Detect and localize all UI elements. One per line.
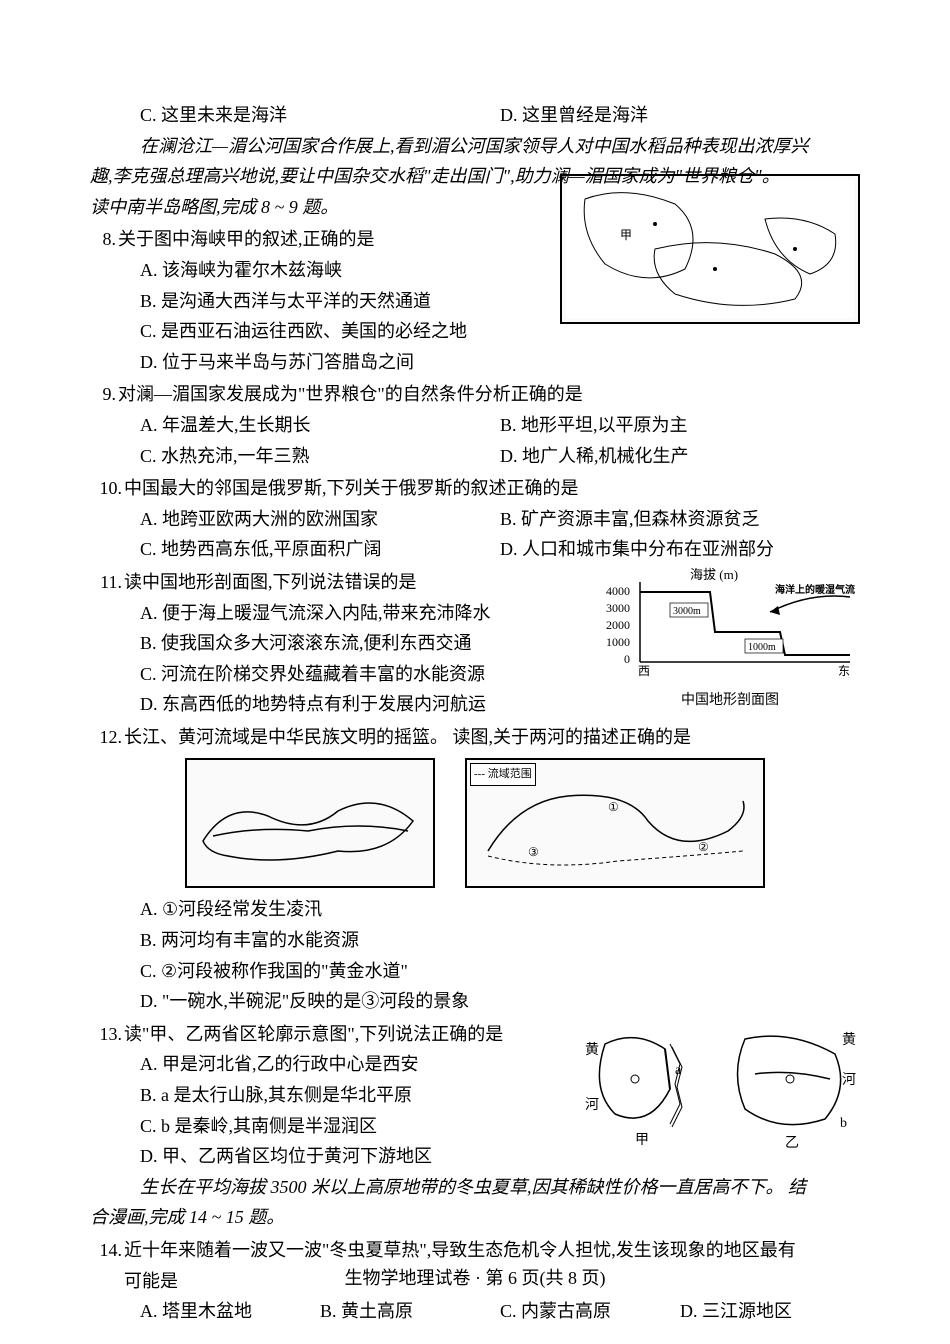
svg-text:1000: 1000 (606, 635, 630, 649)
svg-text:1000m: 1000m (748, 642, 776, 653)
figure-yellow-river: --- 流域范围 ① ② ③ (465, 758, 765, 888)
provinces-svg: 黄 河 a 甲 黄 河 b 乙 (580, 1019, 860, 1149)
svg-text:③: ③ (528, 845, 539, 859)
svg-text:东: 东 (838, 664, 850, 677)
q8-opt-d: D. 位于马来半岛与苏门答腊岛之间 (90, 347, 860, 378)
q9-num: 9. (90, 379, 118, 410)
question-12: 12. 长江、黄河流域是中华民族文明的摇篮。 读图,关于两河的描述正确的是 (90, 722, 860, 753)
figure-yangtze (185, 758, 435, 888)
page-footer: 生物学地理试卷 · 第 6 页(共 8 页) (0, 1263, 950, 1294)
figure-provinces: 黄 河 a 甲 黄 河 b 乙 (580, 1019, 860, 1149)
q8-stem: 关于图中海峡甲的叙述,正确的是 (118, 224, 552, 255)
q9-opt-b: B. 地形平坦,以平原为主 (500, 410, 860, 441)
svg-text:4000: 4000 (606, 584, 630, 598)
q10-opt-d: D. 人口和城市集中分布在亚洲部分 (500, 534, 860, 565)
passage-1-line-2: 趣,李克强总理高兴地说,要让中国杂交水稻"走出国门",助力澜—湄国家成为"世界粮… (90, 161, 860, 192)
q12-stem: 长江、黄河流域是中华民族文明的摇篮。 读图,关于两河的描述正确的是 (124, 722, 860, 753)
svg-text:0: 0 (624, 652, 630, 666)
passage-1: 在澜沧江—湄公河国家合作展上,看到湄公河国家领导人对中国水稻品种表现出浓厚兴 (90, 131, 860, 162)
q12-num: 12. (90, 722, 124, 753)
svg-text:3000m: 3000m (673, 606, 701, 617)
q12-figures: --- 流域范围 ① ② ③ (90, 758, 860, 888)
q12-opt-d: D. "一碗水,半碗泥"反映的是③河段的景象 (90, 986, 860, 1017)
q10-opt-a: A. 地跨亚欧两大洲的欧洲国家 (140, 504, 500, 535)
q-prev-opt-c: C. 这里未来是海洋 (140, 100, 500, 131)
q10-num: 10. (90, 473, 124, 504)
q11-num: 11. (90, 567, 124, 598)
svg-text:②: ② (698, 840, 709, 854)
q9-opt-d: D. 地广人稀,机械化生产 (500, 441, 860, 472)
q8-num: 8. (90, 224, 118, 255)
yangtze-svg (188, 761, 432, 885)
q11-stem: 读中国地形剖面图,下列说法错误的是 (124, 567, 594, 598)
q10-opt-c: C. 地势西高东低,平原面积广阔 (140, 534, 500, 565)
question-9: 9. 对澜—湄国家发展成为"世界粮仓"的自然条件分析正确的是 A. 年温差大,生… (90, 379, 860, 471)
svg-text:①: ① (608, 800, 619, 814)
map-se-asia-svg: 甲 (565, 179, 855, 319)
svg-text:b: b (840, 1116, 847, 1131)
passage-2b: 合漫画,完成 14 ~ 15 题。 (90, 1202, 860, 1233)
terrain-profile-svg: 海拔 (m) 4000 3000 2000 1000 0 3000m 1000m… (600, 567, 860, 677)
q-prev-options: C. 这里未来是海洋 D. 这里曾经是海洋 (90, 100, 860, 131)
q-prev-opt-d: D. 这里曾经是海洋 (500, 100, 860, 131)
figure-southeast-asia-map: 甲 (560, 174, 860, 324)
q14-opt-a: A. 塔里木盆地 (140, 1296, 320, 1327)
q13-num: 13. (90, 1019, 124, 1050)
svg-text:2000: 2000 (606, 618, 630, 632)
chart-ylabel: 海拔 (m) (690, 567, 738, 582)
q12-opt-a: A. ①河段经常发生凌汛 (90, 894, 860, 925)
passage-2-line-1: 生长在平均海拔 3500 米以上高原地带的冬虫夏草,因其稀缺性价格一直居高不下。… (140, 1172, 860, 1203)
svg-text:甲: 甲 (620, 228, 632, 242)
q14-num: 14. (90, 1235, 124, 1266)
q13-stem: 读"甲、乙两省区轮廓示意图",下列说法正确的是 (124, 1019, 580, 1050)
q12-opt-b: B. 两河均有丰富的水能资源 (90, 925, 860, 956)
q14-opt-d: D. 三江源地区 (680, 1296, 860, 1327)
q12-opt-c: C. ②河段被称作我国的"黄金水道" (90, 956, 860, 987)
svg-text:乙: 乙 (785, 1135, 799, 1149)
svg-text:河: 河 (842, 1072, 856, 1088)
question-10: 10. 中国最大的邻国是俄罗斯,下列关于俄罗斯的叙述正确的是 A. 地跨亚欧两大… (90, 473, 860, 565)
svg-text:甲: 甲 (635, 1133, 649, 1148)
q14-stem-1: 近十年来随着一波又一波"冬虫夏草热",导致生态危机令人担忧,发生该现象的地区最有 (124, 1235, 860, 1266)
q14-opt-c: C. 内蒙古高原 (500, 1296, 680, 1327)
passage-1-line-1: 在澜沧江—湄公河国家合作展上,看到湄公河国家领导人对中国水稻品种表现出浓厚兴 (140, 131, 860, 162)
q12-legend: --- 流域范围 (470, 763, 536, 786)
passage-2-line-2: 合漫画,完成 14 ~ 15 题。 (90, 1202, 860, 1233)
svg-text:西: 西 (638, 664, 650, 677)
q9-stem: 对澜—湄国家发展成为"世界粮仓"的自然条件分析正确的是 (118, 379, 860, 410)
svg-text:3000: 3000 (606, 601, 630, 615)
svg-text:黄: 黄 (585, 1041, 599, 1058)
q9-opt-c: C. 水热充沛,一年三熟 (140, 441, 500, 472)
svg-text:海洋上的暖湿气流: 海洋上的暖湿气流 (775, 583, 855, 596)
q10-opt-b: B. 矿产资源丰富,但森林资源贫乏 (500, 504, 860, 535)
passage-2: 生长在平均海拔 3500 米以上高原地带的冬虫夏草,因其稀缺性价格一直居高不下。… (90, 1172, 860, 1203)
q9-opt-a: A. 年温差大,生长期长 (140, 410, 500, 441)
svg-text:河: 河 (585, 1097, 599, 1113)
svg-text:黄: 黄 (842, 1031, 856, 1048)
q10-stem: 中国最大的邻国是俄罗斯,下列关于俄罗斯的叙述正确的是 (124, 473, 860, 504)
figure-terrain-profile: 海拔 (m) 4000 3000 2000 1000 0 3000m 1000m… (600, 567, 860, 712)
terrain-caption: 中国地形剖面图 (600, 689, 860, 713)
q14-opt-b: B. 黄土高原 (320, 1296, 500, 1327)
